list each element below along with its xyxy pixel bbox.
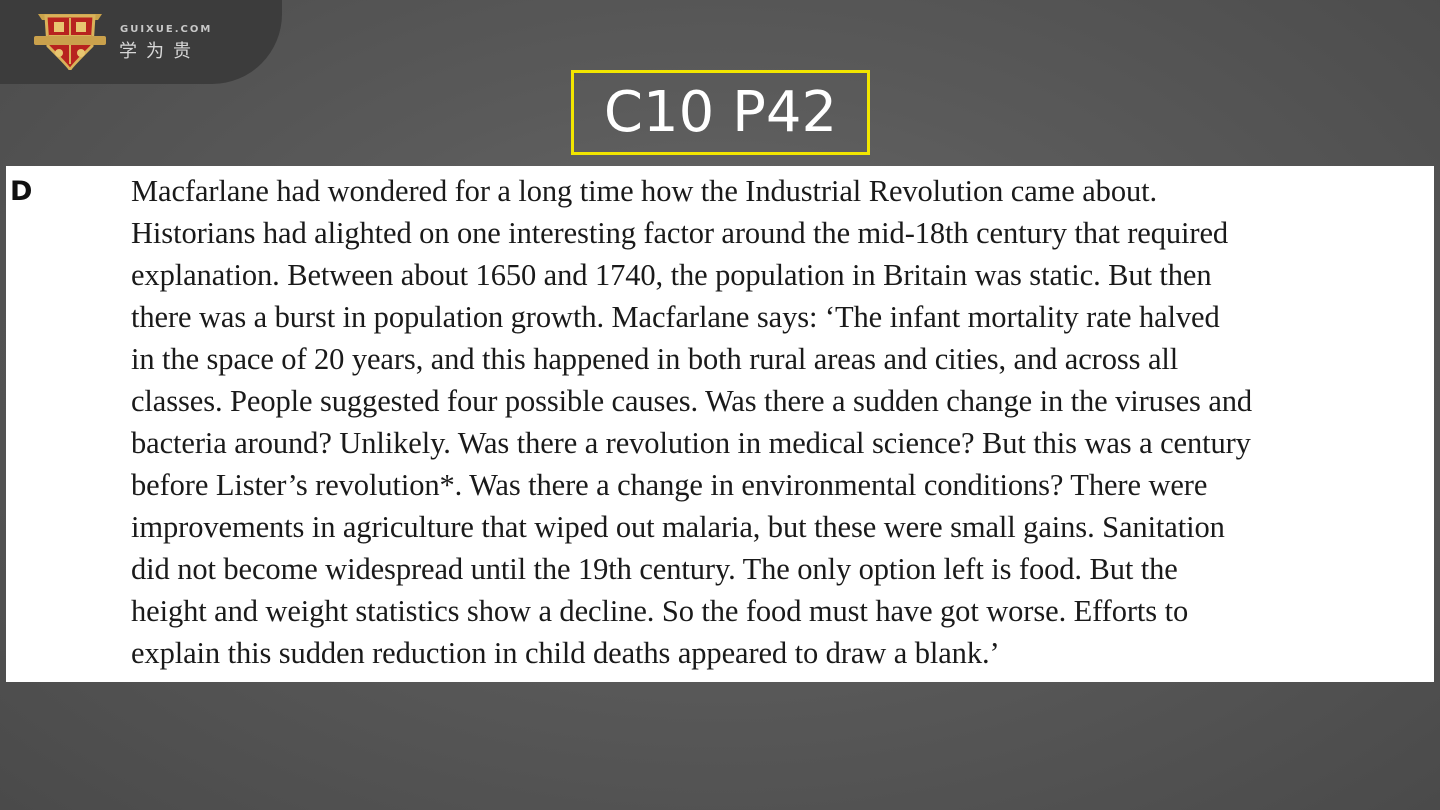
logo-brand-text: 学为贵 — [119, 41, 200, 62]
logo-domain-text: GUIXUE.COM — [120, 24, 213, 35]
passage-line: explanation. Between about 1650 and 1740… — [131, 258, 1212, 292]
passage-line: did not become widespread until the 19th… — [131, 552, 1178, 586]
passage-line: there was a burst in population growth. … — [131, 300, 1220, 334]
passage-body: Macfarlane had wondered for a long time … — [131, 170, 1429, 674]
passage-line: before Lister’s revolution*. Was there a… — [131, 468, 1208, 502]
paragraph-letter: D — [10, 176, 33, 207]
passage-line: bacteria around? Unlikely. Was there a r… — [131, 426, 1251, 460]
passage-panel: D Macfarlane had wondered for a long tim… — [6, 166, 1434, 682]
passage-line: classes. People suggested four possible … — [131, 384, 1253, 418]
logo-tab: GUIXUE.COM 学为贵 — [0, 0, 282, 84]
shield-crest-icon — [32, 6, 108, 74]
passage-line: height and weight statistics show a decl… — [131, 594, 1189, 628]
passage-line: in the space of 20 years, and this happe… — [131, 342, 1179, 376]
passage-line: Macfarlane had wondered for a long time … — [131, 174, 1158, 208]
passage-line: explain this sudden reduction in child d… — [131, 636, 1000, 670]
passage-line: improvements in agriculture that wiped o… — [131, 510, 1225, 544]
slide-title: C10 P42 — [571, 70, 870, 155]
passage-line: Historians had alighted on one interesti… — [131, 216, 1229, 250]
